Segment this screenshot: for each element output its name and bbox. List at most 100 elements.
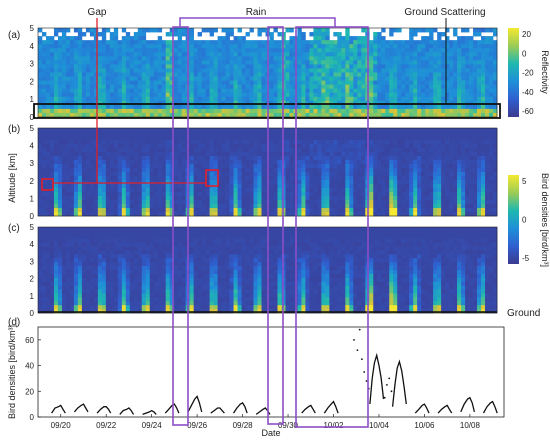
panel-a-cell xyxy=(69,104,75,110)
panel-a-cell xyxy=(161,40,167,45)
panel-a-cell xyxy=(373,96,378,102)
panel-a-cell xyxy=(89,112,95,118)
panel-b-cell xyxy=(393,212,398,217)
panel-b-cell xyxy=(437,172,442,177)
panel-b-cell xyxy=(85,196,91,201)
panel-b-cell xyxy=(97,144,103,149)
panel-b-cell xyxy=(261,128,266,133)
panel-a-cell xyxy=(289,104,294,110)
panel-a-cell xyxy=(193,92,198,98)
panel-a-cell xyxy=(173,32,179,37)
panel-a-cell xyxy=(337,112,342,118)
panel-a-cell xyxy=(449,96,454,102)
panel-b-cell xyxy=(221,144,226,149)
panel-a-cell xyxy=(421,68,426,73)
panel-a-cell xyxy=(109,56,115,61)
panel-a-cell xyxy=(109,92,115,98)
panel-a-cell xyxy=(481,48,486,53)
panel-a-cell xyxy=(489,28,494,33)
panel-a-cell xyxy=(177,36,183,41)
panel-a-cell xyxy=(85,60,91,65)
panel-b-cell xyxy=(349,212,354,217)
panel-b-cell xyxy=(433,160,438,165)
panel-b-cell xyxy=(193,188,198,193)
panel-b-cell xyxy=(149,136,155,141)
panel-a-cell xyxy=(38,28,43,33)
panel-a-cell xyxy=(353,60,358,65)
panel-b-cell xyxy=(457,136,462,141)
panel-b-cell xyxy=(65,176,71,181)
panel-b-cell xyxy=(161,212,167,217)
panel-b-cell xyxy=(277,180,282,185)
panel-a-cell xyxy=(317,108,322,114)
panel-a-cell xyxy=(361,84,366,90)
panel-a-cell xyxy=(169,96,175,102)
panel-b-cell xyxy=(221,184,226,189)
panel-b-cell xyxy=(437,132,442,137)
panel-b-cell xyxy=(261,132,266,137)
panel-a-cell xyxy=(149,72,155,77)
panel-a-cell xyxy=(133,64,139,69)
panel-a-cell xyxy=(201,108,206,114)
panel-a-cell xyxy=(257,92,262,98)
panel-a-cell xyxy=(137,100,143,106)
panel-a-cell xyxy=(485,48,490,53)
panel-b-cell xyxy=(85,128,91,133)
panel-a-cell xyxy=(257,108,262,114)
panel-b-cell xyxy=(297,172,302,177)
panel-b-cell xyxy=(69,168,75,173)
panel-b-cell xyxy=(69,188,75,193)
panel-b-cell xyxy=(57,160,63,165)
panel-a-cell xyxy=(145,104,151,110)
label-rain: Rain xyxy=(246,7,267,18)
panel-a-cell xyxy=(345,88,350,94)
panel-a-cell xyxy=(153,96,159,102)
panel-a-cell xyxy=(389,100,394,106)
panel-b-cell xyxy=(141,172,147,177)
panel-a-cell xyxy=(157,84,163,90)
panel-a-cell xyxy=(38,92,43,98)
panel-a-cell xyxy=(333,40,338,45)
panel-a-cell xyxy=(53,40,59,45)
panel-b-cell xyxy=(453,156,458,161)
panel-a-cell xyxy=(77,56,83,61)
panel-a-cell xyxy=(425,112,430,118)
panel-a-cell xyxy=(53,96,59,102)
panel-a-cell xyxy=(421,96,426,102)
panel-a-cell xyxy=(113,32,119,37)
panel-b-cell xyxy=(245,192,250,197)
panel-a-cell xyxy=(329,64,334,69)
panel-b-cell xyxy=(113,136,119,141)
panel-b-cell xyxy=(109,208,115,213)
panel-a-cell xyxy=(457,108,462,114)
panel-b-cell xyxy=(393,168,398,173)
panel-a-cell xyxy=(38,96,43,102)
panel-c-cell xyxy=(45,301,51,306)
panel-b-cell xyxy=(97,180,103,185)
panel-b-cell xyxy=(329,196,334,201)
panel-b-cell xyxy=(393,208,398,213)
panel-b-cell xyxy=(381,188,386,193)
panel-b-cell xyxy=(77,208,83,213)
panel-b-cell xyxy=(461,208,466,213)
panel-a-cell xyxy=(453,44,458,49)
panel-a-cell xyxy=(257,112,262,118)
panel-b-cell xyxy=(289,156,294,161)
panel-b-cell xyxy=(441,176,446,181)
panel-b-cell xyxy=(93,156,99,161)
panel-b-cell xyxy=(257,212,262,217)
panel-b-cell xyxy=(461,164,466,169)
panel-a-cell xyxy=(101,60,107,65)
panel-a-cell xyxy=(61,104,67,110)
panel-b-cell xyxy=(57,204,63,209)
panel-a-cell xyxy=(105,72,111,77)
panel-b-cell xyxy=(161,152,167,157)
panel-a-cell xyxy=(285,28,290,33)
panel-b-cell xyxy=(393,132,398,137)
panel-b-cell xyxy=(457,140,462,145)
panel-b-cell xyxy=(473,136,478,141)
panel-a-cell xyxy=(349,64,354,69)
panel-b-cell xyxy=(333,156,338,161)
panel-b-cell xyxy=(173,212,179,217)
panel-a-cell xyxy=(397,80,402,85)
